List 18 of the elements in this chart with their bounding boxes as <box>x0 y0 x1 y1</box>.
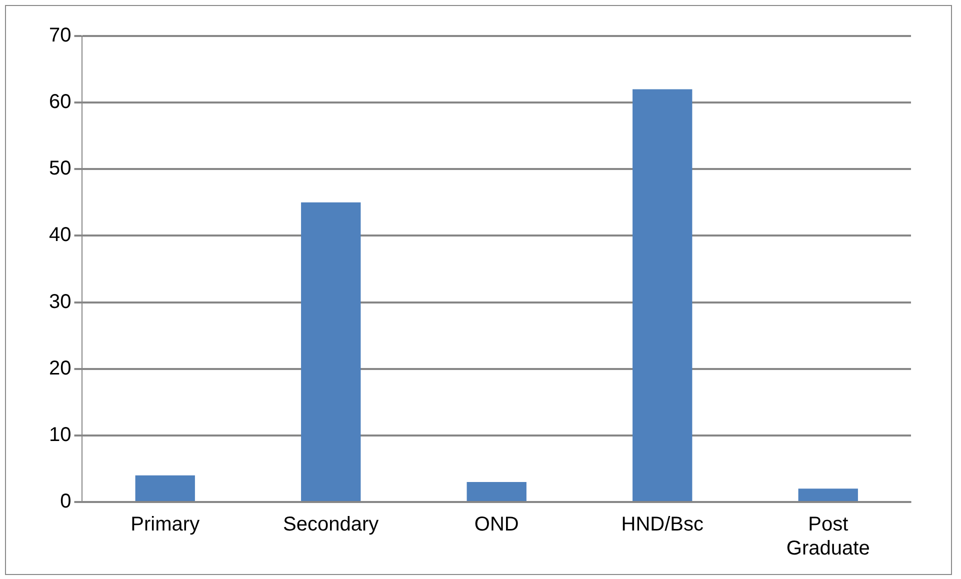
y-tick-label: 50 <box>48 158 72 180</box>
y-tick-label: 20 <box>48 357 72 380</box>
bar <box>798 488 858 501</box>
x-tick-label: Secondary <box>283 514 379 536</box>
x-tick-label: OND <box>474 514 519 536</box>
y-tick-label: 10 <box>48 424 72 446</box>
x-tick-label: Primary <box>130 514 200 536</box>
y-tick-label: 0 <box>60 490 72 513</box>
y-tick-label: 70 <box>48 24 72 47</box>
bar <box>466 482 526 501</box>
bar <box>301 202 361 501</box>
x-tick-label: HND/Bsc <box>621 514 704 536</box>
y-tick-label: 40 <box>48 224 72 246</box>
y-tick-label: 60 <box>48 91 72 114</box>
bar <box>632 89 692 501</box>
x-tick-label: Post Graduate <box>786 514 870 560</box>
bar <box>135 475 195 501</box>
y-tick-label: 30 <box>48 290 72 313</box>
